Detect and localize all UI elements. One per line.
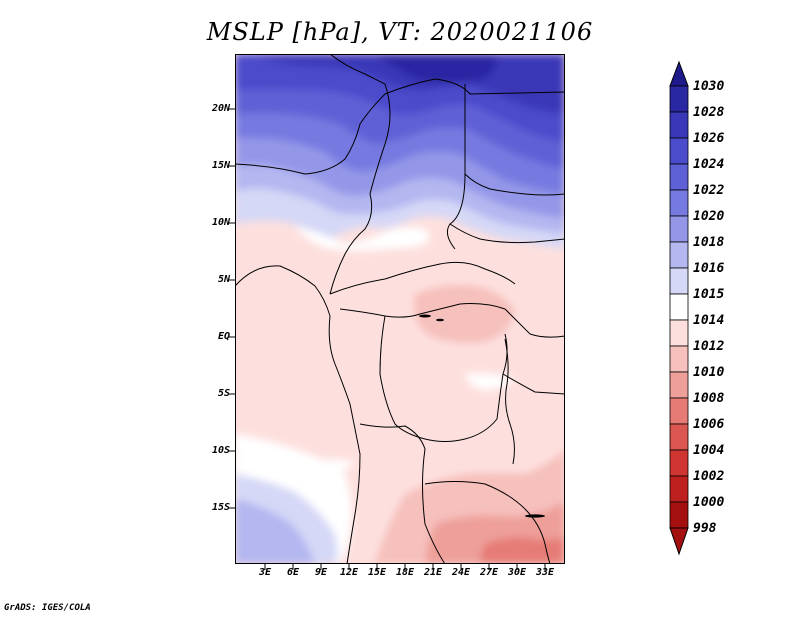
colorbar-label-1030: 1030: [693, 79, 725, 94]
field-1006: [480, 536, 565, 564]
colorbar-swatch-1004: [669, 423, 689, 451]
colorbar-swatch-1010: [669, 345, 689, 373]
colorbar-swatch-1028: [669, 85, 689, 113]
lon-label-3e: 3E: [258, 567, 272, 578]
lake-1: [419, 314, 431, 318]
lat-label-5n: 5N: [217, 274, 230, 285]
border-southeast: [524, 508, 551, 564]
colorbar-label-1014: 1014: [693, 313, 725, 328]
colorbar-swatch-1014: [669, 293, 689, 321]
lat-label-10s: 10S: [211, 445, 230, 456]
field-1014-north: [295, 226, 429, 251]
border-drc: [379, 315, 508, 442]
lat-label-15n: 15N: [211, 160, 230, 171]
border-zambia: [424, 481, 526, 510]
colorbar-swatch-1022: [669, 163, 689, 191]
colorbar-label-1028: 1028: [693, 105, 725, 120]
lon-label-24e: 24E: [451, 567, 471, 578]
lat-label-15s: 15S: [211, 502, 230, 513]
colorbar-label-1006: 1006: [693, 417, 725, 432]
colorbar-label-1004: 1004: [693, 443, 725, 458]
lon-label-27e: 27E: [479, 567, 499, 578]
border-lakes: [504, 338, 515, 465]
border-east: [504, 308, 565, 338]
colorbar-label-1002: 1002: [693, 469, 725, 484]
field-1014-streak2: [295, 459, 355, 476]
borders: [235, 54, 565, 564]
lakes: [419, 314, 545, 518]
colorbar-label-1024: 1024: [693, 157, 725, 172]
colorbar-label-1015: 1015: [693, 287, 725, 302]
colorbar-swatch-1000: [669, 475, 689, 503]
grads-credit: GrADS: IGES/COLA: [4, 603, 91, 613]
colorbar-swatch-998: [669, 501, 689, 529]
border-east2: [502, 373, 565, 395]
map-title: MSLP [hPa], VT: 2020021106: [206, 18, 594, 46]
map-frame: [235, 54, 565, 564]
colorbar-swatch-1015: [669, 267, 689, 295]
lon-label-33e: 33E: [535, 567, 555, 578]
lake-3: [525, 514, 545, 518]
colorbar-swatch-1008: [669, 371, 689, 399]
colorbar: [669, 60, 689, 556]
lat-label-10n: 10N: [211, 217, 230, 228]
lon-label-12e: 12E: [339, 567, 359, 578]
lat-label-5s: 5S: [217, 388, 230, 399]
border-north: [329, 54, 391, 195]
colorbar-top-arrow: [669, 60, 689, 87]
colorbar-swatch-1006: [669, 397, 689, 425]
colorbar-label-1000: 1000: [693, 495, 725, 510]
colorbar-swatch-1002: [669, 449, 689, 477]
border-car: [329, 261, 516, 295]
colorbar-bottom-arrow: [669, 527, 689, 556]
lon-label-9e: 9E: [314, 567, 328, 578]
border-sahel: [235, 78, 565, 175]
colorbar-swatch-1016: [669, 241, 689, 269]
colorbar-label-1022: 1022: [693, 183, 725, 198]
colorbar-label-1018: 1018: [693, 235, 725, 250]
colorbar-swatch-1012: [669, 319, 689, 347]
lon-label-21e: 21E: [423, 567, 443, 578]
colorbar-label-1016: 1016: [693, 261, 725, 276]
lake-2: [436, 318, 444, 322]
lat-label-eq: EQ: [217, 331, 230, 342]
colorbar-label-1026: 1026: [693, 131, 725, 146]
border-drc-north: [339, 303, 506, 318]
lon-label-15e: 15E: [367, 567, 387, 578]
colorbar-swatch-1020: [669, 189, 689, 217]
lon-label-6e: 6E: [286, 567, 300, 578]
colorbar-swatch-1024: [669, 137, 689, 165]
coastline-west: [235, 265, 361, 564]
border-nile: [464, 173, 565, 196]
colorbar-label-1020: 1020: [693, 209, 725, 224]
border-angola: [359, 423, 446, 564]
lat-label-20n: 20N: [211, 103, 230, 114]
colorbar-label-1010: 1010: [693, 365, 725, 380]
colorbar-label-1008: 1008: [693, 391, 725, 406]
pressure-map: [235, 54, 565, 564]
lon-label-18e: 18E: [395, 567, 415, 578]
colorbar-label-998: 998: [693, 521, 717, 536]
colorbar-swatch-1018: [669, 215, 689, 243]
field-1028: [375, 54, 497, 83]
pressure-field-svg: [235, 54, 565, 564]
lon-label-30e: 30E: [507, 567, 527, 578]
field-1016-south: [235, 499, 315, 564]
border-chad: [329, 193, 373, 295]
colorbar-swatch-1026: [669, 111, 689, 139]
colorbar-label-1012: 1012: [693, 339, 725, 354]
border-ne: [449, 223, 565, 244]
field-1010-central: [414, 285, 515, 344]
